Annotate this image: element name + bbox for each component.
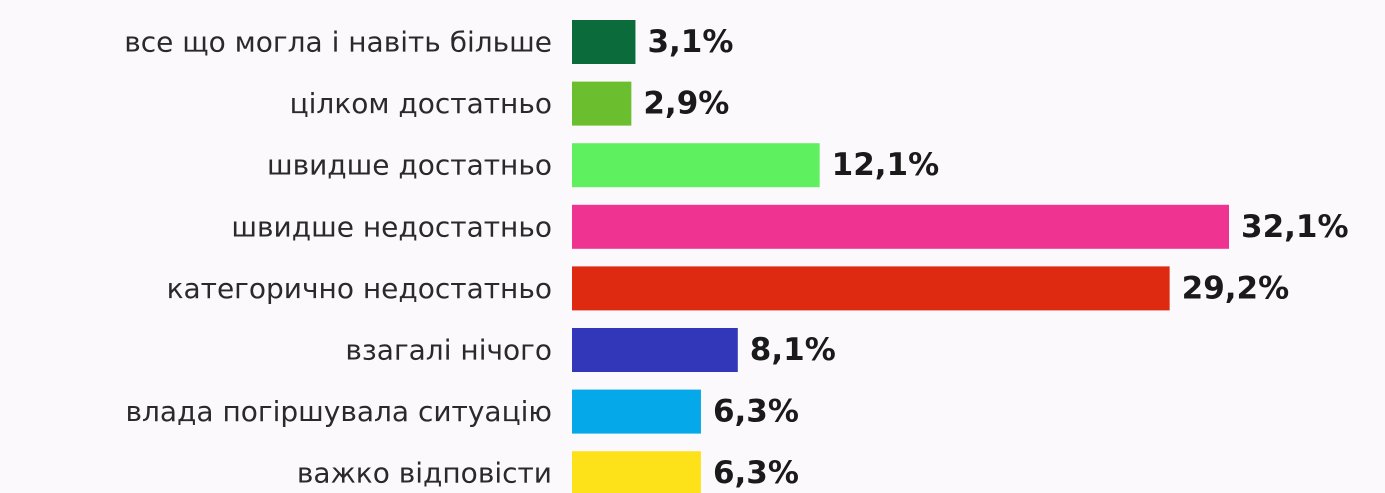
value-label: 29,2% — [1182, 270, 1290, 306]
category-label: швидше недостатньо — [231, 210, 552, 243]
category-label: все що могла і навіть більше — [124, 26, 552, 59]
category-label: взагалі нічого — [345, 334, 552, 367]
value-label: 2,9% — [643, 86, 729, 122]
bar — [572, 143, 820, 188]
value-label: 3,1% — [647, 24, 733, 60]
bar — [572, 204, 1229, 249]
value-label: 8,1% — [750, 332, 836, 368]
bar — [572, 328, 738, 372]
category-label: швидше достатньо — [267, 149, 552, 182]
category-label: цілком достатньо — [290, 87, 552, 120]
value-label: 32,1% — [1241, 209, 1349, 245]
bar — [572, 20, 636, 64]
bar — [572, 389, 701, 434]
value-label: 6,3% — [713, 455, 799, 491]
category-label: важко відповісти — [297, 457, 552, 490]
bar — [572, 266, 1170, 311]
bar — [572, 81, 632, 126]
category-label: категорично недостатньо — [167, 272, 552, 305]
bar — [572, 451, 701, 493]
value-label: 6,3% — [713, 394, 799, 430]
value-label: 12,1% — [832, 147, 940, 183]
category-label: влада погіршувала ситуацію — [125, 395, 552, 428]
